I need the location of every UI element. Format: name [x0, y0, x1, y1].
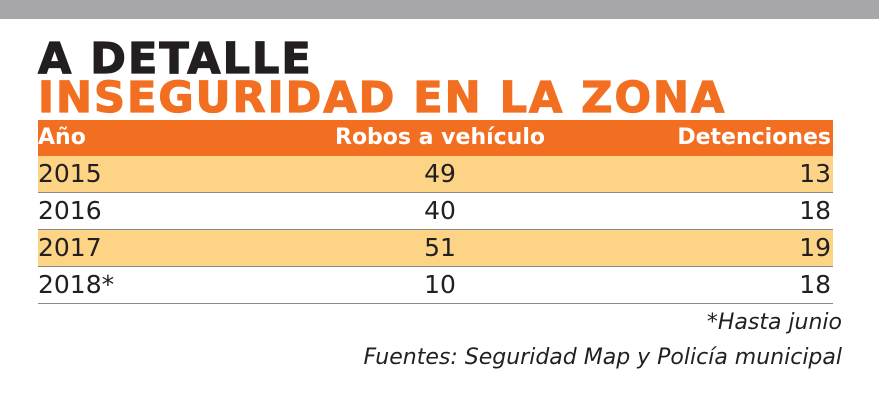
sources-credit: Fuentes: Seguridad Map y Policía municip…	[363, 345, 842, 370]
robos-cell: 10	[424, 270, 456, 299]
detenciones-cell: 19	[799, 233, 831, 262]
detenciones-cell: 13	[799, 159, 831, 188]
column-header-robos: Robos a vehículo	[335, 125, 545, 150]
detenciones-cell: 18	[799, 270, 831, 299]
robos-cell: 40	[424, 196, 456, 225]
top-decorative-bar	[0, 0, 879, 19]
data-table: Año Robos a vehículo Detenciones 2015 49…	[38, 120, 833, 304]
table-header-row: Año Robos a vehículo Detenciones	[38, 120, 833, 156]
column-header-detenciones: Detenciones	[677, 125, 831, 150]
year-cell: 2017	[38, 233, 102, 262]
column-header-year: Año	[38, 125, 86, 150]
robos-cell: 51	[424, 233, 456, 262]
table-row: 2015 49 13	[38, 156, 833, 193]
robos-cell: 49	[424, 159, 456, 188]
table-row: 2017 51 19	[38, 230, 833, 267]
detenciones-cell: 18	[799, 196, 831, 225]
year-cell: 2015	[38, 159, 102, 188]
kicker-title: A DETALLE	[37, 34, 313, 84]
year-cell: 2016	[38, 196, 102, 225]
table-row: 2016 40 18	[38, 193, 833, 230]
footnote: *Hasta junio	[706, 310, 842, 335]
year-cell: 2018*	[38, 270, 115, 299]
table-row: 2018* 10 18	[38, 267, 833, 304]
main-title: INSEGURIDAD EN LA ZONA	[37, 73, 727, 123]
